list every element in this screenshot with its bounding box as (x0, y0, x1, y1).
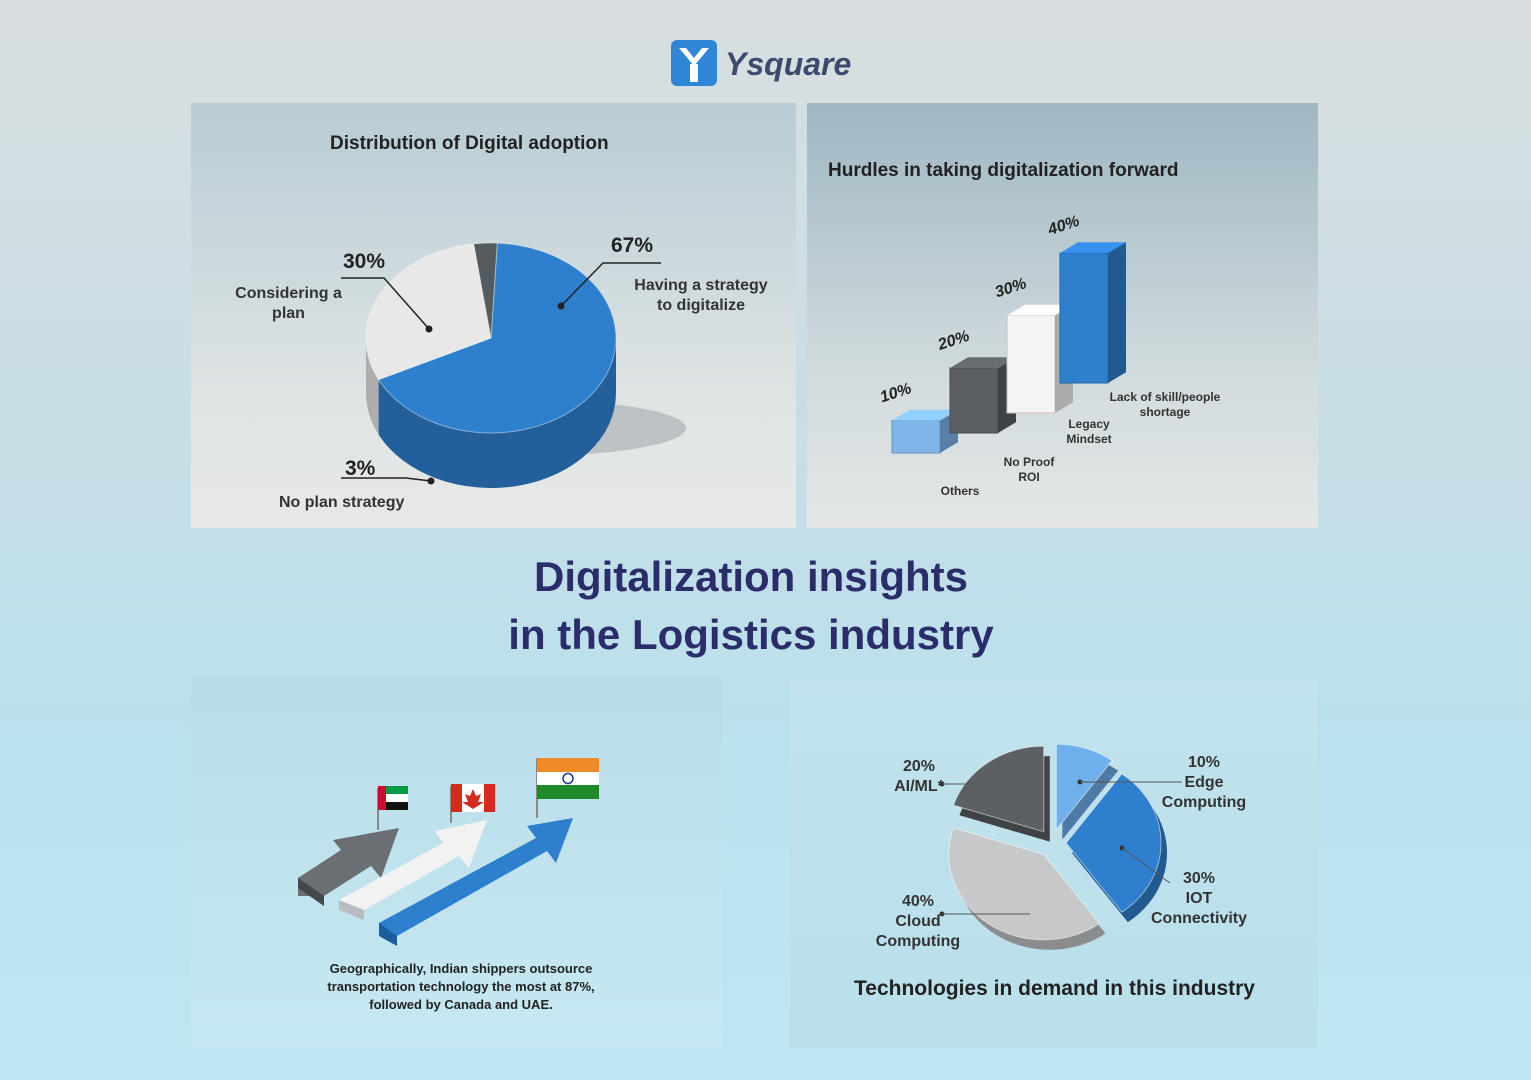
geography-arrows-graphic (298, 758, 599, 946)
slice-label: Considering a plan (235, 285, 342, 322)
technologies-pie-chart (939, 743, 1182, 950)
slice-label-pct: 67% (611, 234, 654, 257)
bar-category-label: shortage (1140, 405, 1191, 419)
page-headline: Digitalization insights in the Logistics… (391, 548, 1111, 664)
chart-title: Distribution of Digital adoption (330, 133, 609, 154)
bar-top (1007, 304, 1073, 316)
adoption-pie-chart (341, 242, 686, 489)
slice-label-pct: 30% (343, 250, 386, 273)
digital-adoption-panel: Distribution of Digital adoption 67% Hav… (191, 103, 796, 528)
canada-arrow-icon (339, 820, 487, 920)
pie-slice (377, 242, 617, 434)
india-flag-icon (536, 758, 599, 818)
hurdles-panel: Hurdles in taking digitalization forward… (807, 103, 1318, 528)
bar (949, 367, 999, 434)
chart-title: Technologies in demand in this industry (854, 977, 1255, 1000)
bar-category-label: No Proof (1004, 455, 1056, 469)
pie-slice-side (378, 338, 616, 489)
bar (891, 420, 941, 454)
bar-category-label: Legacy (1068, 417, 1110, 431)
headline-line: in the Logistics industry (508, 611, 994, 658)
geography-caption: Geographically, Indian shippers outsourc… (327, 961, 595, 1012)
bar-value-label: 40% (1045, 213, 1082, 239)
leader-line (560, 262, 661, 307)
leader-line (341, 277, 430, 330)
slice-label: 40% Cloud Computing (875, 893, 961, 950)
bar-side (1108, 242, 1126, 383)
headline-line: Digitalization insights (533, 553, 968, 600)
bar-category-label: Others (941, 484, 980, 498)
slice-label: 10% Edge Computing (1161, 754, 1247, 811)
bar-top (1060, 242, 1126, 253)
slice-label: 30% IOT Connectivity (1150, 870, 1247, 927)
chart-title: Hurdles in taking digitalization forward (828, 160, 1179, 181)
pie-slice-side (366, 338, 379, 435)
bar (1006, 315, 1056, 414)
bar-category-label: ROI (1018, 470, 1039, 484)
bar-value-label: 30% (993, 275, 1029, 301)
bar (1059, 252, 1109, 384)
geography-panel: Geographically, Indian shippers outsourc… (191, 678, 722, 1048)
uae-arrow-icon (298, 828, 399, 906)
leader-line (341, 477, 432, 482)
slice-label: Having a strategy to digitalize (634, 277, 768, 314)
bar-value-label: 10% (878, 380, 914, 406)
canada-flag-icon (450, 784, 495, 823)
india-arrow-icon (379, 818, 573, 946)
leader-line (1121, 847, 1171, 884)
pie-slice (365, 243, 492, 381)
brand-logo: Ysquare (669, 38, 879, 88)
bar-top (950, 357, 1016, 368)
bar-top (892, 409, 958, 421)
brand-name: Ysquare (725, 46, 852, 82)
logo-mark-icon (671, 40, 717, 86)
bar-value-label: 20% (935, 328, 972, 354)
slice-label: 20% AI/ML* (894, 758, 944, 795)
pie-slice (948, 827, 1101, 941)
slice-label-pct: 3% (345, 457, 376, 480)
technologies-panel: 20% AI/ML* 10% Edge Computing 30% IOT Connect… (790, 678, 1318, 1048)
bar-category-label: Mindset (1066, 432, 1111, 446)
pie-slice (1055, 743, 1113, 832)
pie-slice (1065, 773, 1162, 913)
bar-category-label: Lack of skill/people (1110, 390, 1221, 404)
pie-slice (952, 745, 1045, 833)
slice-label: No plan strategy (279, 494, 405, 511)
pie-slice (473, 242, 498, 339)
uae-flag-icon (377, 786, 408, 830)
